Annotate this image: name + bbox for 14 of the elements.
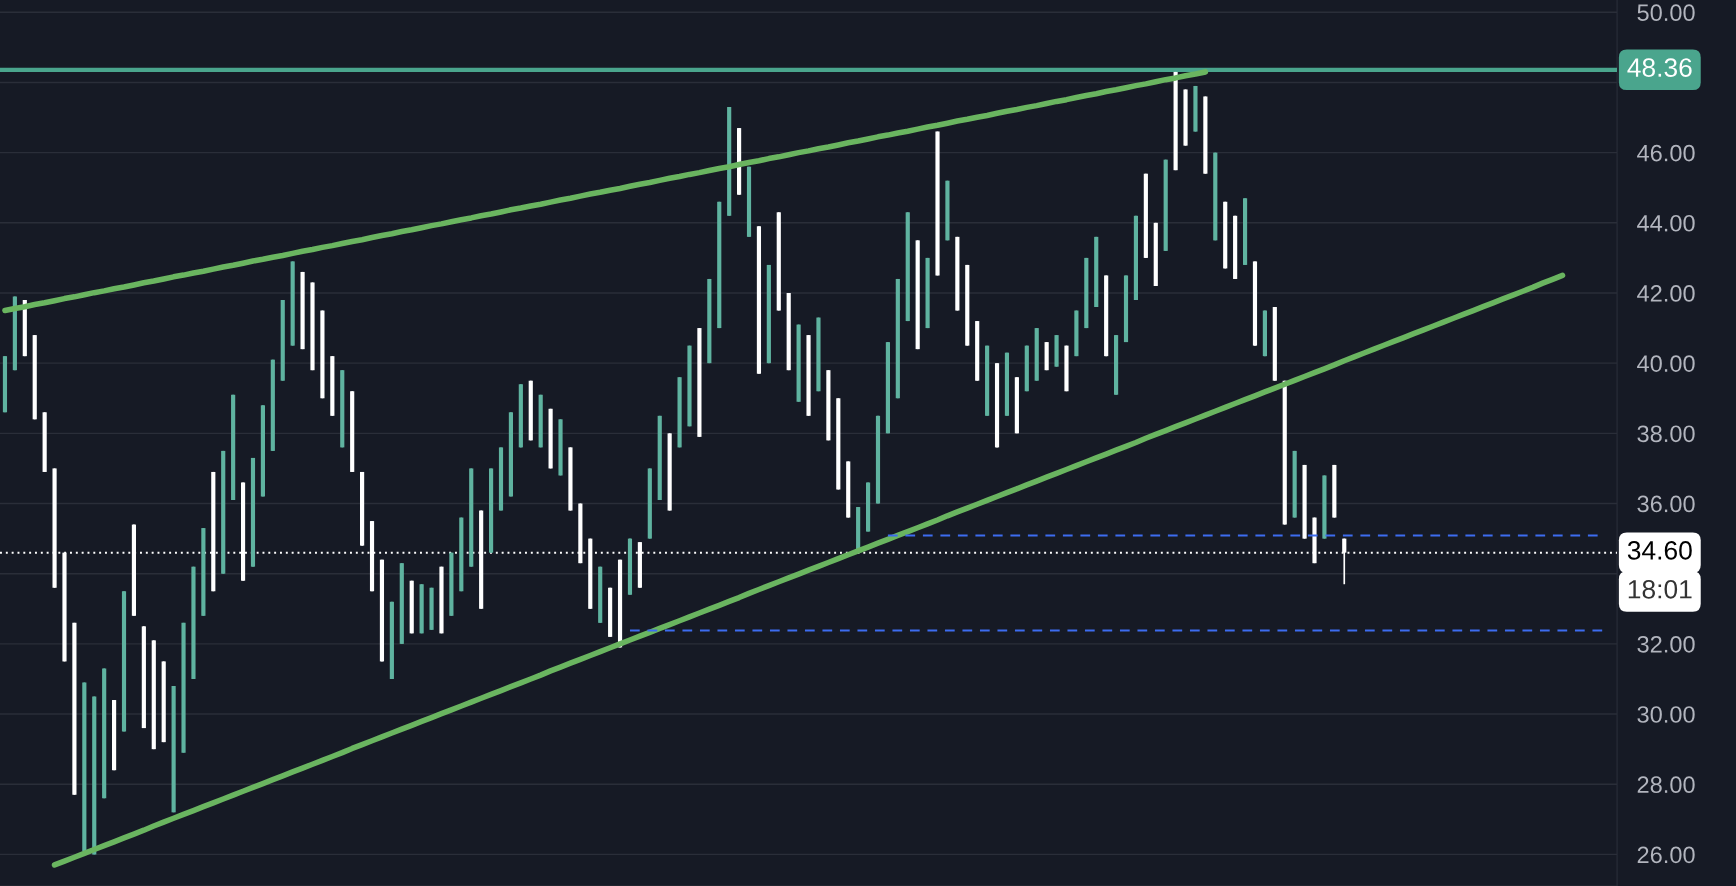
- y-tick-label: 36.00: [1637, 495, 1695, 513]
- y-tick-label: 46.00: [1637, 144, 1695, 162]
- text: 18:01: [1628, 579, 1692, 599]
- y-tick-label: 38.00: [1637, 425, 1695, 443]
- y-tick-label: 28.00: [1637, 776, 1695, 794]
- ref-line-label: 34.60: [1627, 541, 1692, 560]
- y-tick-label: 32.00: [1637, 635, 1695, 653]
- y-tick-label: 30.00: [1637, 706, 1695, 723]
- y-tick-label: 40.00: [1637, 355, 1695, 372]
- y-tick-label: 50.00: [1637, 4, 1695, 22]
- y-tick-label: 42.00: [1637, 285, 1695, 302]
- ref-line-label: 48.36: [1627, 58, 1692, 77]
- y-tick-label: 26.00: [1637, 846, 1695, 864]
- y-tick-label: 44.00: [1637, 214, 1695, 232]
